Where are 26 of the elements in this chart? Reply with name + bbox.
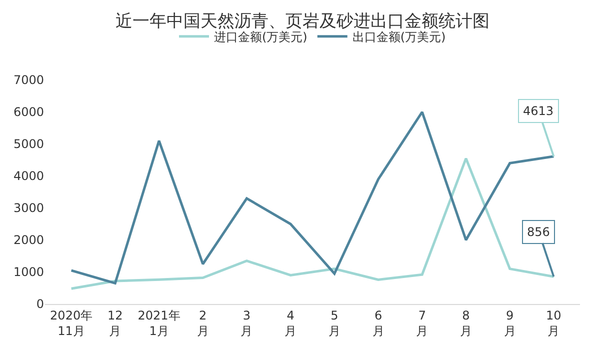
y-tick-label: 5000 (13, 137, 44, 152)
y-tick-label: 1000 (13, 265, 44, 280)
legend-label: 进口金额(万美元) (214, 30, 308, 44)
x-tick-label: 9 月 (504, 308, 516, 338)
x-tick-label: 4 月 (284, 308, 297, 338)
x-tick-label: 2021年 1月 (138, 308, 180, 338)
x-tick-label: 3 月 (240, 308, 253, 338)
legend-label: 出口金额(万美元) (352, 30, 446, 44)
y-tick-label: 7000 (13, 73, 44, 88)
x-tick-label: 12 月 (108, 308, 123, 338)
x-tick-label: 10 月 (546, 308, 562, 338)
y-tick-label: 3000 (13, 201, 44, 216)
y-tick-label: 0 (36, 297, 44, 312)
chart-title: 近一年中国天然沥青、页岩及砂进出口金额统计图 (116, 11, 490, 32)
x-tick-label: 6 月 (372, 308, 384, 338)
annotation: 4613 (523, 104, 554, 118)
y-tick-label: 6000 (13, 105, 44, 120)
y-tick-label: 4000 (13, 169, 44, 184)
y-tick-label: 2000 (13, 233, 44, 248)
x-tick-label: 8 月 (460, 308, 472, 338)
annotation: 856 (527, 225, 550, 239)
line-series (70, 157, 555, 290)
x-tick-label: 7 月 (416, 308, 428, 338)
x-tick-label: 2 月 (196, 308, 209, 338)
x-tick-label: 2020年 11月 (50, 308, 93, 338)
x-tick-label: 5 月 (328, 308, 340, 338)
